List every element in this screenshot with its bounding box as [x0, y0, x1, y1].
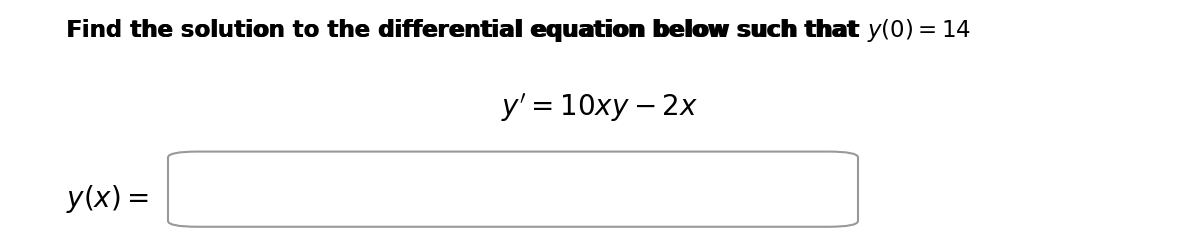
Text: $y(x) =$: $y(x) =$	[66, 183, 149, 215]
Text: Find the solution to the differential equation below such that $y(0) = 14$: Find the solution to the differential eq…	[66, 17, 971, 44]
Text: Find the solution to the differential equation below such that: Find the solution to the differential eq…	[66, 19, 865, 42]
FancyBboxPatch shape	[168, 152, 858, 227]
Text: $y^{\prime} = 10xy - 2x$: $y^{\prime} = 10xy - 2x$	[502, 92, 698, 125]
